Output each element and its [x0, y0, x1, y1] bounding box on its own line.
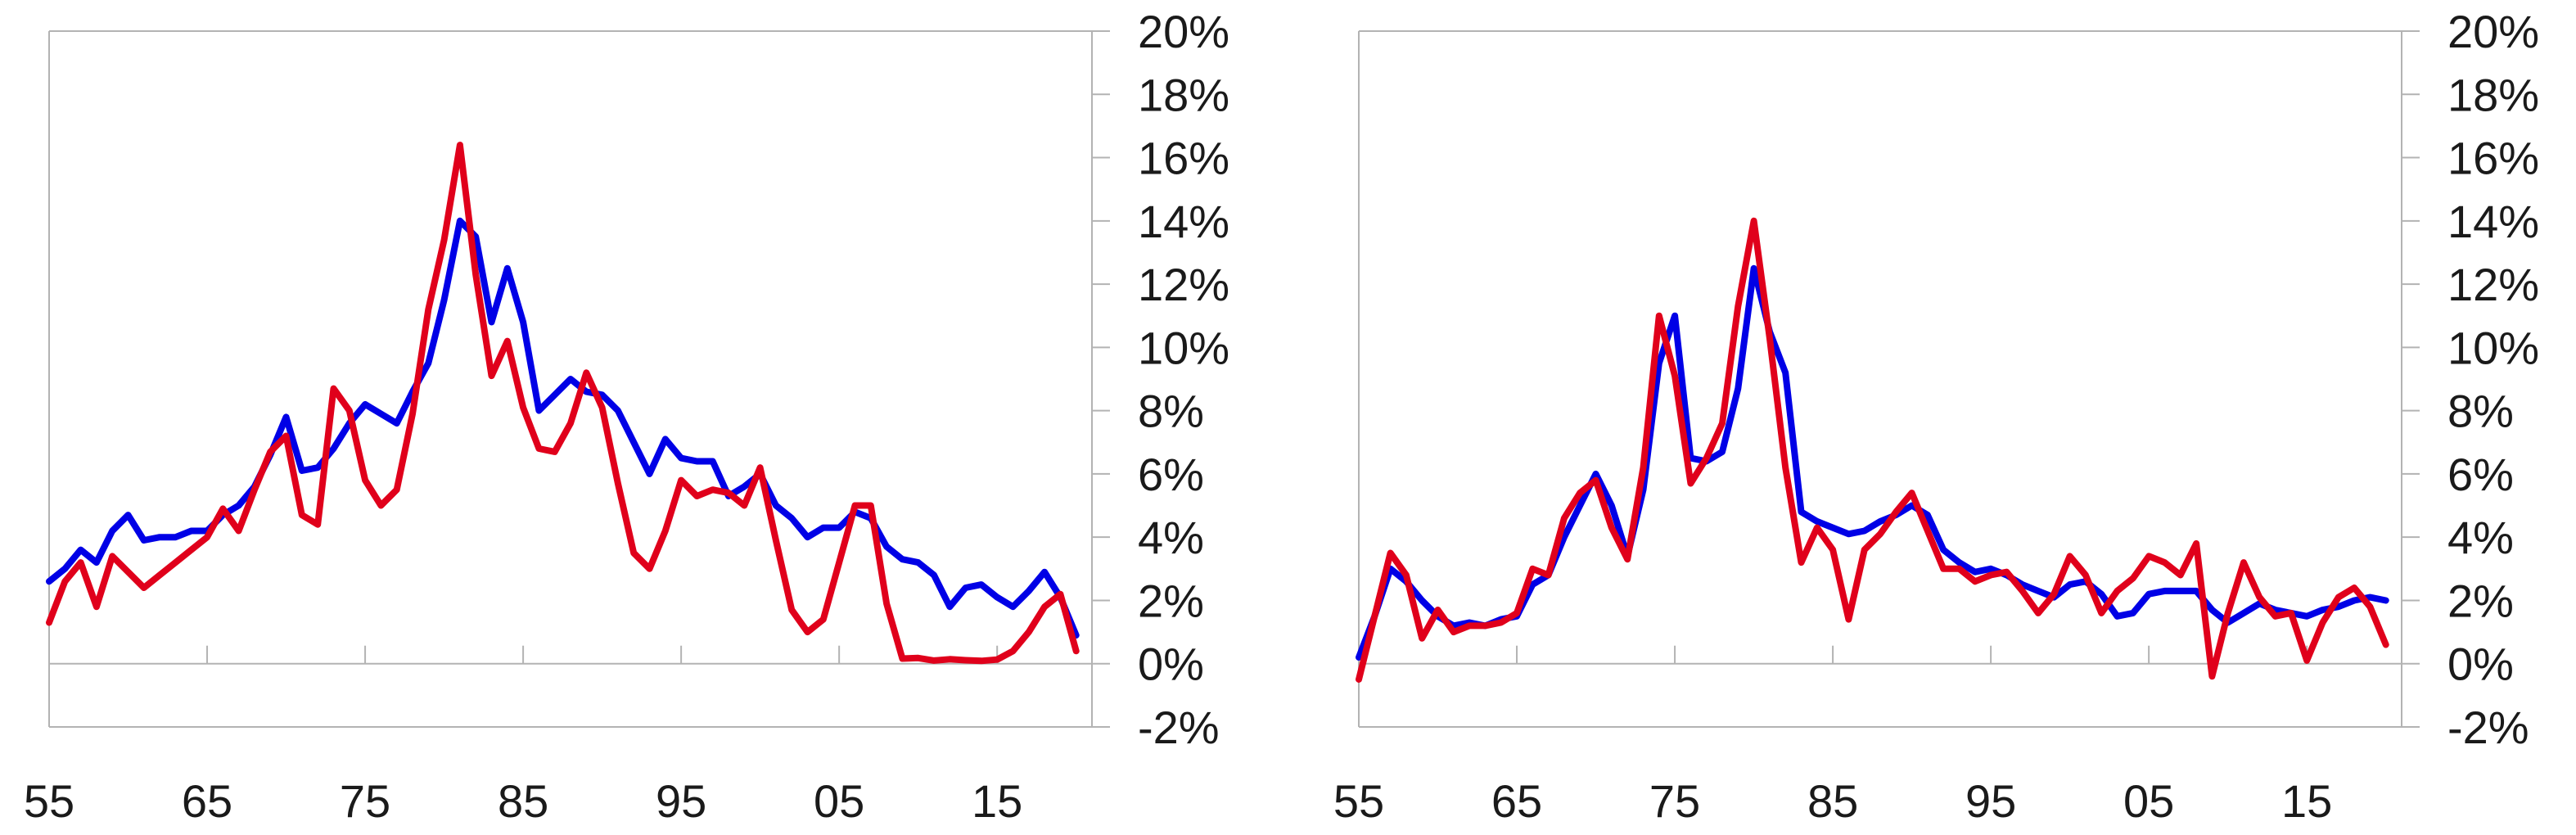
y-tick-label: 8% [1138, 386, 1204, 437]
y-tick-label: 4% [2447, 512, 2514, 563]
x-tick-label: 15 [2281, 775, 2332, 827]
series-2-line [1356, 217, 2389, 683]
x-tick-label: 75 [340, 775, 390, 827]
x-tick-label: 65 [1491, 775, 1542, 827]
chart-1: -2% 0% 2% 4% 6% 8% 10% 12% 14% 16% 18% 20% 55 65 75 85 9… [24, 6, 1229, 827]
y-tick-label: 12% [2447, 259, 2539, 310]
y-tick-label: 18% [1138, 69, 1229, 120]
x-tick-label: 05 [2123, 775, 2174, 827]
x-tick-label: 55 [24, 775, 74, 827]
x-tick-label: 85 [1807, 775, 1858, 827]
x-tick-label: 75 [1649, 775, 1700, 827]
y-tick-label: 14% [1138, 196, 1229, 247]
x-tick-label: 15 [972, 775, 1022, 827]
x-tick-label: 05 [814, 775, 864, 827]
series-1-line [1356, 264, 2389, 661]
series-1-line [46, 217, 1080, 639]
y-tick-label: 20% [1138, 6, 1229, 57]
y-tick-label: 18% [2447, 69, 2539, 120]
x-tick-label: 95 [656, 775, 706, 827]
y-tick-label: 10% [1138, 322, 1229, 373]
y-tick-label: 2% [2447, 575, 2514, 626]
y-tick-label: -2% [1138, 702, 1220, 753]
y-tick-label: 0% [2447, 639, 2514, 690]
x-tick-label: 65 [182, 775, 232, 827]
x-tick-label: 55 [1333, 775, 1384, 827]
y-tick-label: 16% [1138, 133, 1229, 184]
y-tick-label: 10% [2447, 322, 2539, 373]
y-tick-label: 4% [1138, 512, 1204, 563]
y-tick-label: 16% [2447, 133, 2539, 184]
y-tick-label: 6% [2447, 449, 2514, 500]
y-tick-label: 8% [2447, 386, 2514, 437]
y-tick-label: 14% [2447, 196, 2539, 247]
y-tick-label: 0% [1138, 639, 1204, 690]
chart-2: -2% 0% 2% 4% 6% 8% 10% 12% 14% 16% 18% 20% 55 65 75 85 9… [1333, 6, 2539, 827]
y-tick-label: 6% [1138, 449, 1204, 500]
y-tick-label: 20% [2447, 6, 2539, 57]
series-2-line [46, 142, 1080, 665]
x-tick-label: 95 [1965, 775, 2016, 827]
y-tick-label: 2% [1138, 575, 1204, 626]
y-tick-label: 12% [1138, 259, 1229, 310]
y-tick-label: -2% [2447, 702, 2529, 753]
x-tick-label: 85 [498, 775, 548, 827]
